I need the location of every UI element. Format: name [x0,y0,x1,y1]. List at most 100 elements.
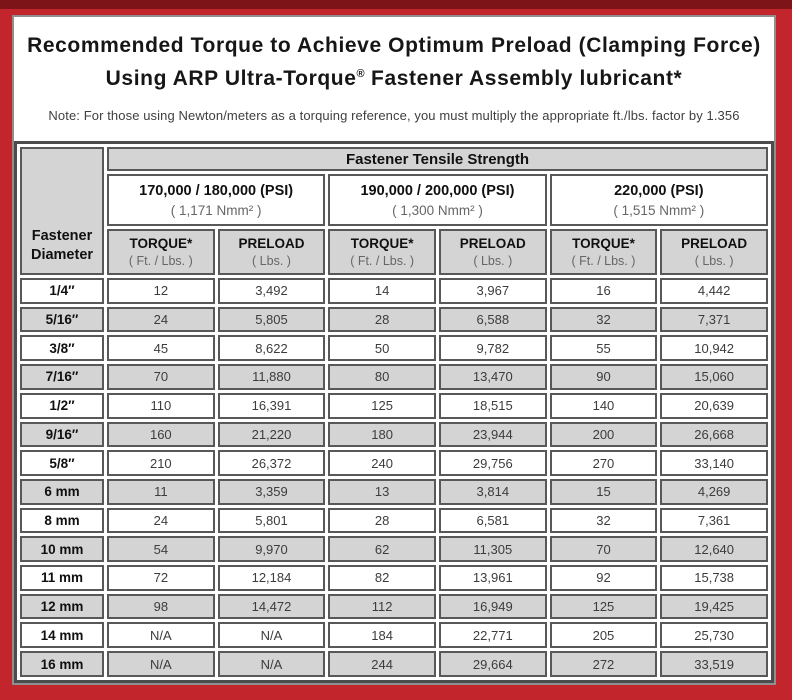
value-cell: 3,814 [438,478,547,505]
value-cell: 15,738 [660,565,768,591]
value-cell: 12,640 [660,536,768,563]
value-cell: 70 [107,364,215,390]
title-line-1: Recommended Torque to Achieve Optimum Pr… [27,34,761,57]
torque-column-header: TORQUE* ( Ft. / Lbs. ) [328,229,436,275]
value-cell: 5,805 [217,306,326,333]
value-cell: 240 [328,450,436,476]
diameter-cell: 5/8″ [20,450,104,476]
diameter-header-line-2: Diameter [30,247,94,263]
table-row: 9/16″ 160 21,220 180 23,944 200 26,668 [20,421,768,448]
table-row: 8 mm 24 5,801 28 6,581 32 7,361 [20,507,768,534]
table-row: 10 mm 54 9,970 62 11,305 70 12,640 [20,536,768,563]
value-cell: 16,391 [217,392,326,419]
value-cell: 70 [549,536,658,563]
value-cell: 25,730 [660,622,768,649]
table-row: 1/2″ 110 16,391 125 18,515 140 20,639 [20,392,768,419]
value-cell: 5,801 [217,507,326,534]
table-row: 14 mm N/A N/A 184 22,771 205 25,730 [20,622,768,649]
registered-trademark-symbol: ® [356,68,365,80]
value-cell: 50 [328,335,436,362]
value-cell: 24 [107,306,215,333]
preload-column-header: PRELOAD ( Lbs. ) [438,229,547,275]
value-cell: 15,060 [660,364,768,390]
value-cell: 32 [549,306,658,333]
value-cell: 82 [328,565,436,591]
preload-unit: ( Lbs. ) [252,254,291,268]
value-cell: 6,581 [438,507,547,534]
value-cell: 140 [549,392,658,419]
table-row: 11 mm 72 12,184 82 13,961 92 15,738 [20,565,768,591]
diameter-cell: 8 mm [20,507,104,534]
diameter-header-cell: Fastener Diameter [20,147,104,275]
value-cell: 24 [107,507,215,534]
preload-column-header: PRELOAD ( Lbs. ) [660,229,768,275]
column-header-row: TORQUE* ( Ft. / Lbs. ) PRELOAD ( Lbs. ) … [20,229,768,275]
diameter-cell: 5/16″ [20,306,104,333]
value-cell: 14 [328,278,436,304]
value-cell: 18,515 [438,392,547,419]
value-cell: N/A [217,651,326,677]
value-cell: 4,269 [660,478,768,505]
value-cell: 21,220 [217,421,326,448]
psi-group-220: 220,000 (PSI) ( 1,515 Nmm² ) [549,174,768,226]
title-line-2-tail: Fastener Assembly lubricant* [364,67,683,90]
value-cell: N/A [217,622,326,649]
torque-unit: ( Ft. / Lbs. ) [128,254,193,268]
value-cell: 13 [328,478,436,505]
psi-header-row: 170,000 / 180,000 (PSI) ( 1,171 Nmm² ) 1… [20,174,768,226]
value-cell: 33,140 [660,450,768,476]
table-row: 12 mm 98 14,472 112 16,949 125 19,425 [20,593,768,620]
value-cell: 15 [549,478,658,505]
value-cell: 16,949 [438,593,547,620]
value-cell: 11,305 [438,536,547,563]
value-cell: 272 [549,651,658,677]
title-line-2-text: Using ARP Ultra-Torque [105,67,357,90]
content-panel: Recommended Torque to Achieve Optimum Pr… [12,15,776,685]
table-row: 1/4″ 12 3,492 14 3,967 16 4,442 [20,278,768,304]
value-cell: 80 [328,364,436,390]
torque-table: Fastener Diameter Fastener Tensile Stren… [14,141,774,683]
value-cell: 55 [549,335,658,362]
value-cell: 9,970 [217,536,326,563]
torque-unit: ( Ft. / Lbs. ) [350,254,415,268]
value-cell: 11 [107,478,215,505]
diameter-cell: 6 mm [20,478,104,505]
value-cell: 54 [107,536,215,563]
diameter-cell: 10 mm [20,536,104,563]
value-cell: 270 [549,450,658,476]
table-row: 7/16″ 70 11,880 80 13,470 90 15,060 [20,364,768,390]
value-cell: 200 [549,421,658,448]
value-cell: 29,664 [438,651,547,677]
diameter-cell: 3/8″ [20,335,104,362]
torque-unit: ( Ft. / Lbs. ) [571,254,636,268]
diameter-cell: 14 mm [20,622,104,649]
value-cell: 13,470 [438,364,547,390]
value-cell: N/A [107,622,215,649]
table-row: 5/8″ 210 26,372 240 29,756 270 33,140 [20,450,768,476]
diameter-cell: 7/16″ [20,364,104,390]
psi-group-190-200-metric: ( 1,300 Nmm² ) [392,202,483,218]
preload-column-header: PRELOAD ( Lbs. ) [217,229,326,275]
value-cell: 90 [549,364,658,390]
diameter-cell: 9/16″ [20,421,104,448]
value-cell: 160 [107,421,215,448]
value-cell: 4,442 [660,278,768,304]
torque-label: TORQUE* [572,236,635,251]
psi-group-220-label: 220,000 (PSI) [614,182,704,199]
page-title: Recommended Torque to Achieve Optimum Pr… [14,31,774,93]
preload-unit: ( Lbs. ) [473,254,513,268]
value-cell: 6,588 [438,306,547,333]
diameter-cell: 11 mm [20,565,104,591]
torque-column-header: TORQUE* ( Ft. / Lbs. ) [107,229,215,275]
preload-unit: ( Lbs. ) [694,254,734,268]
diameter-cell: 12 mm [20,593,104,620]
value-cell: 7,361 [660,507,768,534]
value-cell: N/A [107,651,215,677]
torque-label: TORQUE* [350,236,414,251]
value-cell: 98 [107,593,215,620]
psi-group-170-180-label: 170,000 / 180,000 (PSI) [139,182,294,199]
value-cell: 20,639 [660,392,768,419]
table-row: 6 mm 11 3,359 13 3,814 15 4,269 [20,478,768,505]
value-cell: 72 [107,565,215,591]
psi-group-170-180: 170,000 / 180,000 (PSI) ( 1,171 Nmm² ) [107,174,326,226]
